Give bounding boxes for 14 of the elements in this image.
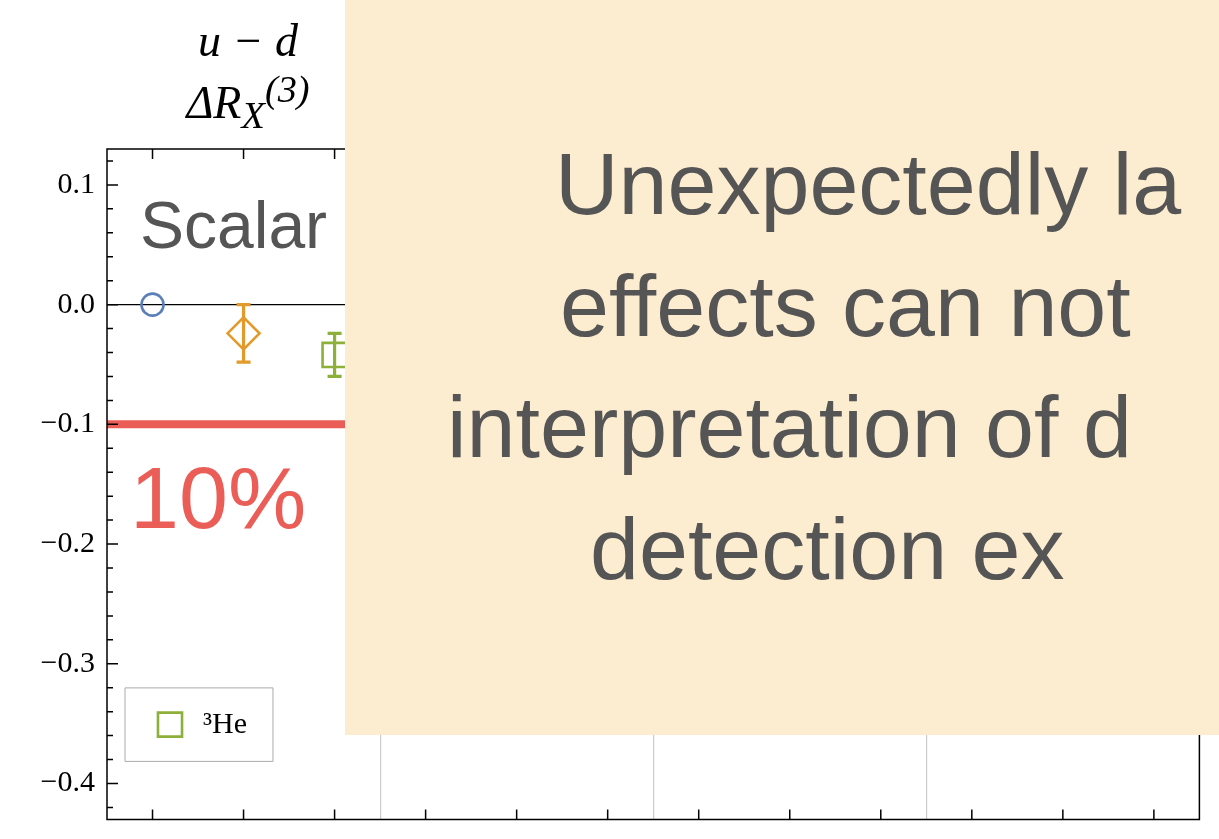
annotation: 10%	[130, 448, 307, 548]
y-tick-label: −0.4	[40, 764, 95, 798]
y-tick-label: −0.3	[40, 644, 95, 678]
y-tick-label: 0.1	[57, 165, 95, 199]
y-tick-label: −0.2	[40, 524, 95, 558]
annotation: interpretation of d	[447, 377, 1132, 476]
annotation: effects can not	[560, 255, 1131, 355]
annotation: Unexpectedly la	[555, 134, 1182, 233]
y-tick-label: 0.0	[57, 285, 95, 319]
y-tick-label: −0.1	[40, 405, 95, 439]
annotation: Scalar	[140, 188, 328, 262]
chart-title: u − d	[197, 15, 299, 66]
legend-label: ³He	[203, 705, 247, 739]
annotation: detection ex	[590, 498, 1065, 598]
